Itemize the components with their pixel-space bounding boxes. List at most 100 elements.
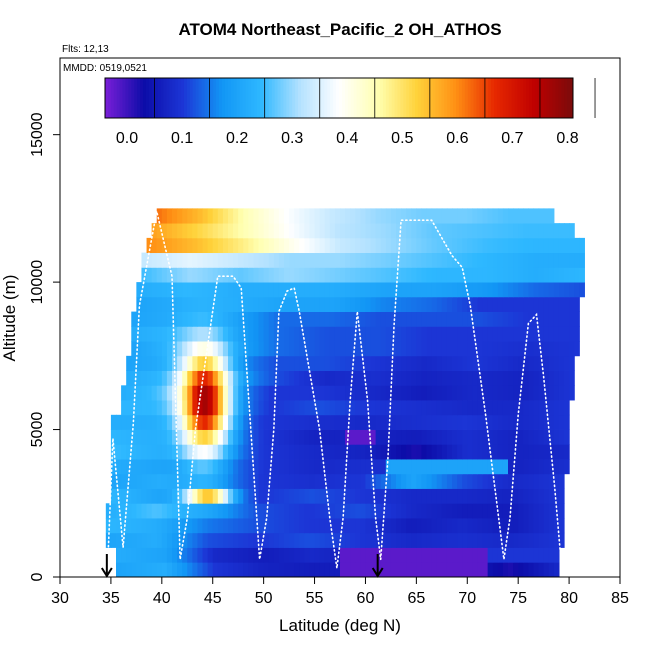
- heatmap-cell: [309, 532, 316, 548]
- heatmap-cell: [370, 355, 377, 371]
- heatmap-cell: [487, 370, 494, 386]
- heatmap-cell: [502, 370, 509, 386]
- heatmap-cell: [177, 562, 183, 578]
- heatmap-cell: [222, 370, 229, 386]
- heatmap-cell: [446, 547, 453, 563]
- heatmap-cell: [538, 562, 545, 578]
- heatmap-cell: [294, 518, 300, 534]
- heatmap-cell: [207, 414, 214, 430]
- heatmap-cell: [146, 385, 153, 401]
- heatmap-cell: [243, 267, 249, 283]
- colorbar-segment: [154, 78, 159, 118]
- heatmap-cell: [533, 518, 540, 534]
- heatmap-cell: [497, 488, 504, 504]
- heatmap-cell: [467, 562, 473, 578]
- heatmap-cell: [548, 518, 555, 534]
- heatmap-cell: [492, 208, 499, 224]
- heatmap-cell: [375, 473, 382, 489]
- heatmap-cell: [217, 326, 224, 342]
- heatmap-cell: [278, 355, 285, 371]
- heatmap-cell: [299, 503, 305, 519]
- heatmap-cell: [558, 503, 565, 519]
- heatmap-cell: [518, 385, 524, 401]
- heatmap-cell: [187, 473, 193, 489]
- heatmap-cell: [502, 532, 509, 548]
- heatmap-cell: [548, 326, 555, 342]
- heatmap-cell: [528, 252, 535, 268]
- heatmap-cell: [426, 488, 433, 504]
- heatmap-cell: [360, 385, 367, 401]
- heatmap-cell: [487, 326, 494, 342]
- heatmap-cell: [314, 385, 321, 401]
- heatmap-cell: [340, 429, 346, 445]
- heatmap-cell: [345, 547, 351, 563]
- heatmap-cell: [151, 326, 158, 342]
- heatmap-cell: [543, 326, 550, 342]
- heatmap-cell: [396, 237, 402, 254]
- heatmap-cell: [569, 267, 575, 283]
- heatmap-cell: [197, 518, 204, 534]
- heatmap-cell: [294, 296, 300, 312]
- heatmap-cell: [472, 518, 479, 534]
- heatmap-cell: [161, 473, 168, 489]
- heatmap-cell: [436, 355, 443, 371]
- heatmap-cell: [457, 414, 463, 430]
- colorbar-segment: [201, 78, 205, 118]
- heatmap-cell: [579, 252, 585, 268]
- heatmap-cell: [564, 326, 570, 342]
- heatmap-cell: [233, 414, 239, 430]
- heatmap-cell: [243, 518, 249, 534]
- heatmap-cell: [324, 547, 331, 563]
- heatmap-cell: [467, 208, 473, 224]
- heatmap-cell: [340, 252, 346, 268]
- heatmap-cell: [441, 385, 448, 401]
- heatmap-cell: [569, 282, 575, 298]
- heatmap-cell: [548, 223, 555, 239]
- heatmap-cell: [177, 252, 183, 268]
- heatmap-cell: [202, 562, 209, 578]
- heatmap-cell: [508, 267, 514, 283]
- colorbar-frame: [104, 77, 574, 119]
- heatmap-cell: [518, 488, 524, 504]
- heatmap-cell: [146, 459, 153, 475]
- heatmap-cell: [558, 223, 565, 239]
- heatmap-cell: [441, 503, 448, 519]
- heatmap-cell: [569, 223, 575, 239]
- heatmap-cell: [289, 488, 295, 504]
- heatmap-cell: [441, 518, 448, 534]
- heatmap-cell: [222, 252, 229, 268]
- heatmap-cell: [177, 355, 183, 371]
- heatmap-cell: [502, 385, 509, 401]
- heatmap-cell: [212, 296, 219, 312]
- heatmap-cell: [299, 444, 305, 460]
- heatmap-cell: [202, 355, 209, 371]
- heatmap-cell: [314, 414, 321, 430]
- heatmap-cell: [294, 562, 300, 578]
- heatmap-cell: [278, 282, 285, 298]
- heatmap-cell: [416, 547, 423, 563]
- heatmap-cell: [248, 252, 255, 268]
- heatmap-cell: [314, 223, 321, 239]
- heatmap-cell: [121, 459, 127, 475]
- heatmap-cell: [380, 429, 387, 445]
- heatmap-cell: [390, 473, 397, 489]
- heatmap-cell: [161, 414, 168, 430]
- heatmap-cell: [294, 414, 300, 430]
- colorbar-segment: [283, 78, 287, 118]
- heatmap-cell: [441, 341, 448, 357]
- heatmap-cell: [380, 355, 387, 371]
- heatmap-cell: [564, 355, 570, 371]
- heatmap-cell: [360, 208, 367, 224]
- heatmap-cell: [380, 414, 387, 430]
- heatmap-cell: [508, 208, 514, 224]
- heatmap-cell: [406, 282, 412, 298]
- heatmap-cell: [431, 518, 438, 534]
- heatmap-cell: [289, 444, 295, 460]
- heatmap-cell: [548, 311, 555, 327]
- heatmap-cell: [467, 473, 473, 489]
- heatmap-cell: [278, 385, 285, 401]
- heatmap-cell: [202, 429, 209, 445]
- heatmap-cell: [421, 326, 428, 342]
- heatmap-cell: [482, 414, 489, 430]
- heatmap-cell: [294, 282, 300, 298]
